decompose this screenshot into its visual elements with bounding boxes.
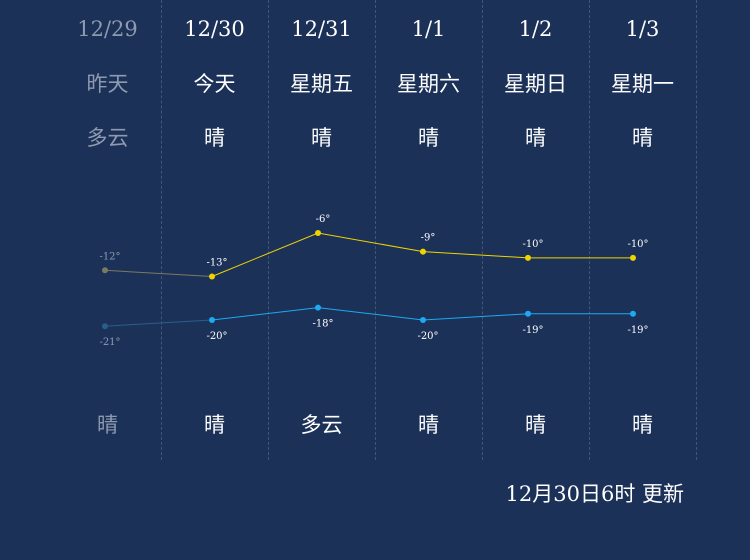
series-1-point-4 (525, 310, 531, 317)
day-date: 1/2 (518, 17, 553, 41)
day-column-1: 12/30 今天 晴 晴 (161, 0, 269, 460)
series-0-label-4: -10° (522, 239, 543, 250)
series-1-label-2: -18° (312, 319, 333, 330)
series-1-label-3: -20° (417, 331, 438, 342)
day-weekday: 星期五 (290, 72, 353, 96)
series-0-label-2: -6° (316, 214, 331, 225)
night-weather: 多云 (300, 413, 343, 437)
day-weather: 晴 (418, 126, 439, 150)
series-0-point-2 (315, 230, 321, 236)
day-column-5: 1/3 星期一 晴 晴 (589, 0, 697, 460)
series-0-point-0 (102, 267, 108, 274)
series-0-point-1 (209, 273, 215, 280)
day-weather: 晴 (632, 126, 653, 150)
day-column-0: 12/29 昨天 多云 晴 (54, 0, 162, 460)
series-1-point-0 (102, 323, 108, 330)
series-1-point-3 (420, 317, 426, 323)
series-1-past-segment (104, 319, 213, 327)
night-weather: 晴 (418, 413, 439, 437)
day-weekday: 星期六 (397, 72, 460, 96)
day-weekday: 星期一 (611, 72, 674, 96)
day-weekday: 星期日 (504, 72, 567, 96)
day-weekday: 今天 (193, 72, 236, 96)
day-column-2: 12/31 星期五 晴 多云 (268, 0, 376, 460)
series-0-point-4 (525, 254, 531, 261)
series-0-point-3 (420, 248, 426, 255)
series-0-label-3: -9° (421, 233, 436, 244)
night-weather: 晴 (525, 413, 546, 437)
series-0-label-5: -10° (627, 239, 648, 250)
day-weather: 晴 (311, 126, 332, 150)
day-weekday: 昨天 (86, 72, 129, 96)
series-0-point-5 (630, 254, 636, 261)
day-weather: 晴 (525, 126, 546, 150)
day-weather: 多云 (86, 126, 129, 150)
temperature-chart: -12° -13° -6° -9° -10° -10° -21° -20° -18° -20° -1… (99, 214, 648, 348)
night-weather: 晴 (632, 413, 653, 437)
series-1-label-4: -19° (522, 325, 543, 336)
series-0-past-segment (104, 269, 213, 277)
day-column-4: 1/2 星期日 晴 晴 (482, 0, 590, 460)
series-1-label-1: -20° (206, 331, 227, 342)
series-1-label-0: -21° (99, 337, 120, 348)
day-date: 12/29 (77, 17, 138, 41)
series-1-point-1 (209, 317, 215, 323)
series-0-label-0: -12° (99, 251, 120, 262)
night-weather: 晴 (204, 413, 225, 437)
series-0-label-1: -13° (206, 258, 227, 269)
day-weather: 晴 (204, 126, 225, 150)
night-weather: 晴 (97, 413, 118, 437)
day-date: 12/30 (184, 17, 245, 41)
update-time: 12月30日6时 更新 (505, 482, 684, 506)
day-column-3: 1/1 星期六 晴 晴 (375, 0, 483, 460)
day-date: 1/1 (411, 17, 446, 41)
series-1-label-5: -19° (627, 325, 648, 336)
series-1-point-5 (630, 310, 636, 317)
day-date: 12/31 (291, 17, 352, 41)
series-1-point-2 (315, 304, 321, 311)
day-date: 1/3 (625, 17, 660, 41)
